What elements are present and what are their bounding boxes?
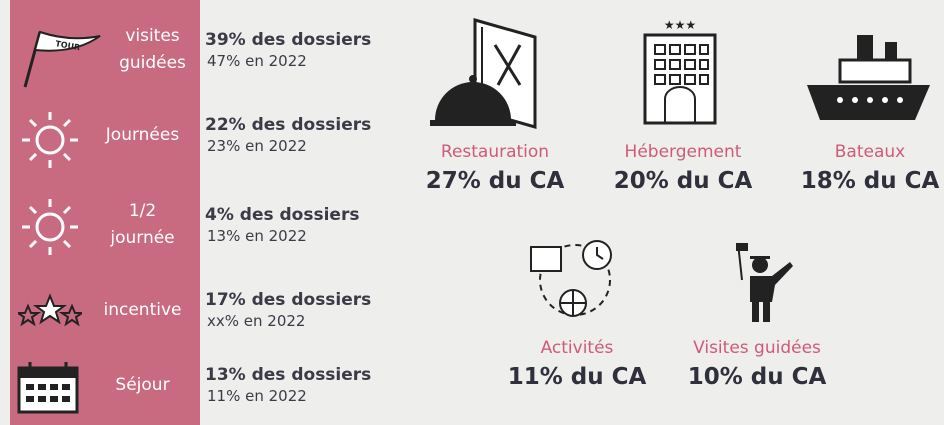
item-label: incentive (103, 299, 182, 320)
svg-text:★★★: ★★★ (664, 18, 696, 32)
category-value: 27% du CA (425, 168, 565, 194)
category-label: Hébergement (624, 142, 742, 162)
item-previous: 11% en 2022 (207, 387, 307, 405)
item-stat: 4% des dossiers (205, 205, 360, 225)
calendar-icon (17, 362, 79, 414)
stars-icon (18, 293, 82, 327)
sun-icon (22, 199, 78, 255)
item-stat: 17% des dossiers (205, 290, 372, 310)
hotel-icon: ★★★ (643, 18, 717, 125)
sun-icon (22, 112, 78, 168)
item-label: Journées (105, 124, 180, 145)
item-stat: 39% des dossiers (205, 30, 372, 50)
left-panel (10, 0, 200, 425)
category-label: Visites guidées (693, 338, 821, 358)
item-label: journée (110, 228, 175, 248)
activities-icon (530, 240, 612, 317)
category-value: 18% du CA (800, 168, 940, 194)
flag-icon: TOUR (23, 30, 101, 88)
boat-icon (807, 35, 930, 120)
flag-text: TOUR (55, 39, 81, 52)
item-label: Séjour (115, 374, 170, 395)
guide-icon (736, 242, 793, 322)
category-value: 10% du CA (687, 364, 827, 390)
item-previous: 23% en 2022 (207, 137, 307, 155)
category-label: Bateaux (834, 142, 906, 162)
item-stat: 22% des dossiers (205, 115, 372, 135)
item-label: visites (125, 26, 180, 46)
category-label: Activités (540, 338, 614, 358)
category-value: 20% du CA (613, 168, 753, 194)
item-label: guidées (119, 53, 186, 73)
item-previous: xx% en 2022 (207, 312, 306, 330)
restaurant-icon (430, 18, 537, 129)
item-stat: 13% des dossiers (205, 365, 372, 385)
category-label: Restauration (440, 142, 550, 162)
item-previous: 13% en 2022 (207, 227, 307, 245)
item-previous: 47% en 2022 (207, 52, 307, 70)
item-label: 1/2 (128, 201, 157, 221)
category-value: 11% du CA (507, 364, 647, 390)
